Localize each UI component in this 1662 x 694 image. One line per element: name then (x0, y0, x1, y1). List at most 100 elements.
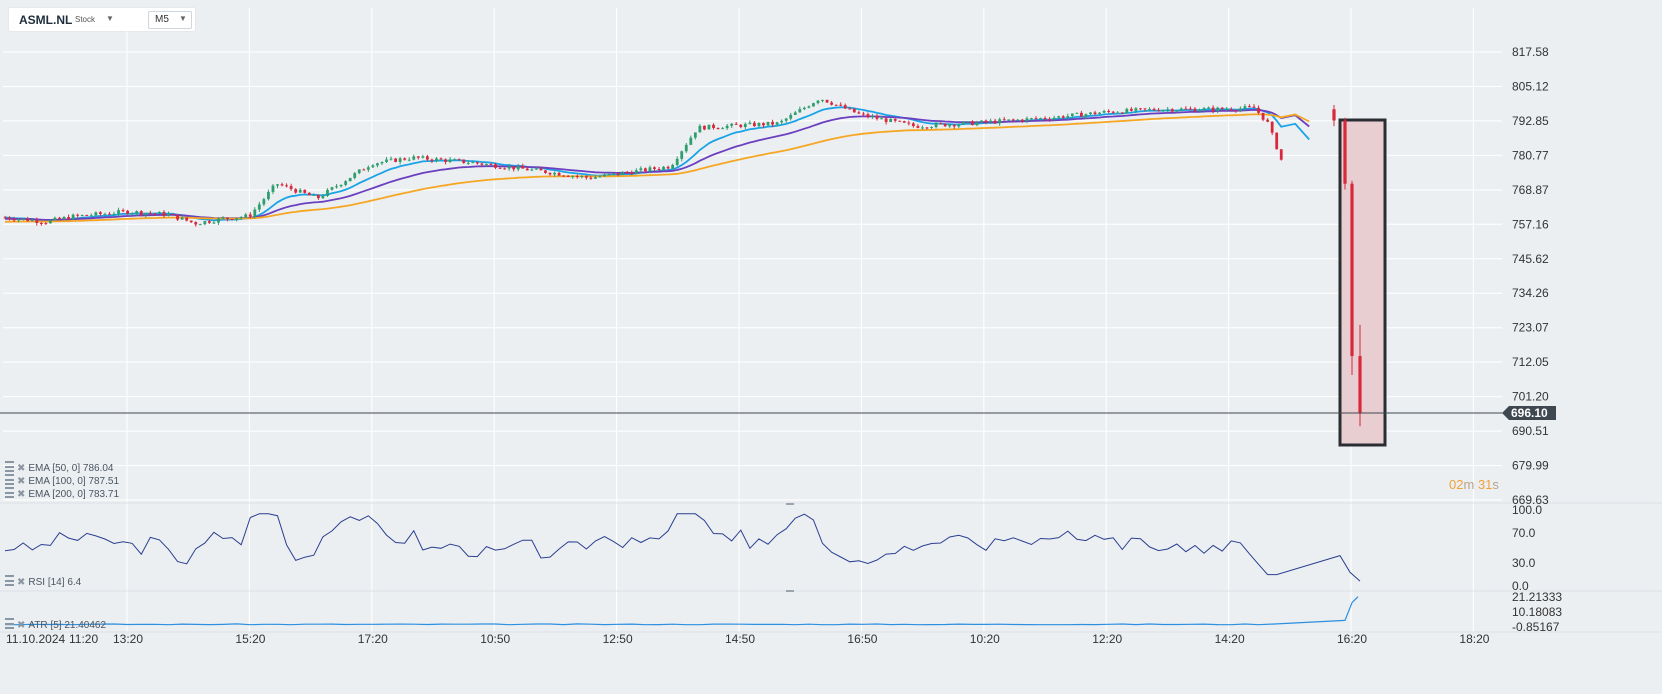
candle-body (739, 124, 743, 128)
candle-body (793, 112, 797, 115)
candle-body (203, 221, 207, 225)
candle-body (1102, 110, 1106, 113)
symbol-type: Stock (75, 15, 96, 24)
ema50-label: EMA (28, 463, 50, 474)
candle-body (639, 168, 643, 171)
candle-body (598, 176, 602, 178)
price-axis-label: 734.26 (1512, 286, 1549, 300)
time-axis-label: 17:20 (358, 632, 388, 646)
time-axis-label: 12:50 (603, 632, 633, 646)
rsi-axis-label: 70.0 (1512, 526, 1536, 540)
candle-body (276, 184, 279, 186)
candle-body (530, 169, 534, 171)
price-axis-label: 757.16 (1512, 217, 1549, 231)
chevron-down-icon[interactable]: ▼ (106, 14, 114, 23)
candle-body (1129, 108, 1133, 111)
candle-body (771, 121, 774, 125)
candle-body (448, 159, 452, 162)
timeframe-label: M5 (155, 14, 169, 25)
symbol-selector[interactable]: ASML.NL Stock ▼ M5 ▼ (9, 8, 195, 31)
candle-body (589, 177, 593, 179)
candle-body (257, 204, 261, 210)
candle-body (1220, 107, 1224, 110)
candle-body (580, 176, 584, 178)
candle-body (525, 168, 529, 171)
indicator-ema200: ✖ EMA [200, 0] 783.71 (5, 487, 119, 500)
candle-body (94, 212, 98, 216)
candle-body (126, 210, 130, 214)
candle-body (307, 192, 311, 196)
candle-body (198, 224, 202, 226)
candle-body (848, 108, 852, 110)
candle-body (830, 102, 834, 105)
countdown-minutes-unit: m (1463, 477, 1475, 492)
candle-body (607, 173, 611, 175)
candle-body (108, 213, 111, 215)
price-axis-label: 805.12 (1512, 79, 1549, 93)
rsi-label: RSI (28, 577, 46, 588)
candle-body (139, 211, 143, 215)
candle-body (743, 123, 747, 128)
candle-body (875, 116, 879, 119)
ema200-label: EMA (28, 489, 50, 500)
candle-body (621, 172, 625, 175)
candle-body (521, 166, 525, 169)
timeframe-select[interactable]: M5 ▼ (148, 11, 192, 29)
candle-body (39, 222, 43, 224)
close-icon[interactable]: ✖ (17, 463, 26, 474)
menu-icon[interactable] (5, 575, 14, 586)
candle-body (1011, 119, 1015, 121)
candle-body (112, 213, 116, 215)
close-icon[interactable]: ✖ (17, 577, 26, 588)
candle-body (1270, 121, 1274, 133)
candle-body (1075, 112, 1079, 114)
candle-body (312, 194, 316, 196)
candle-body (675, 158, 679, 165)
candlesticks[interactable] (3, 99, 1362, 427)
rsi-axis-label: 0.0 (1512, 579, 1529, 593)
candle-body (862, 113, 865, 115)
candle-countdown: 02m 31s (1449, 477, 1499, 492)
candle-body (1030, 118, 1033, 120)
menu-icon[interactable] (5, 618, 14, 629)
time-axis: 11.10.2024 11:20 13:20 15:20 17:20 10:50 12:50… (6, 632, 1490, 646)
candle-body (566, 175, 570, 177)
menu-icon[interactable] (5, 487, 14, 498)
candle-body (775, 122, 779, 125)
close-icon[interactable]: ✖ (17, 489, 26, 500)
rsi-axis-label: 30.0 (1512, 556, 1536, 570)
candle-body (707, 124, 711, 130)
candle-body (594, 177, 597, 179)
candle-body (1266, 119, 1270, 122)
candle-body (1243, 106, 1247, 109)
pane-resize-handle (786, 590, 794, 592)
candle-body (680, 151, 684, 159)
candle-body (1170, 109, 1174, 112)
ema100-params: [100, 0] (52, 476, 86, 487)
candle-body (980, 120, 983, 123)
candle-body (189, 220, 193, 223)
candle-body (1229, 109, 1233, 111)
ema200-value: 783.71 (88, 489, 120, 500)
candle-body (217, 218, 220, 223)
candle-body (1248, 106, 1251, 108)
candle-body (907, 122, 911, 124)
candle-body (653, 167, 656, 169)
close-icon[interactable]: ✖ (17, 620, 26, 631)
candle-body (1202, 108, 1206, 111)
candle-body (984, 120, 988, 123)
candle-body (625, 172, 629, 174)
candle-body (575, 175, 579, 177)
close-icon[interactable]: ✖ (17, 476, 26, 487)
candle-body (421, 156, 425, 158)
candle-body (562, 175, 566, 177)
candle-body (26, 218, 30, 222)
candle-body (1134, 108, 1138, 111)
candle-body (1166, 109, 1170, 111)
menu-icon[interactable] (5, 461, 14, 472)
candle-body (294, 189, 298, 193)
menu-icon[interactable] (5, 474, 14, 485)
candle-body (194, 222, 198, 225)
candle-body (1125, 108, 1129, 114)
